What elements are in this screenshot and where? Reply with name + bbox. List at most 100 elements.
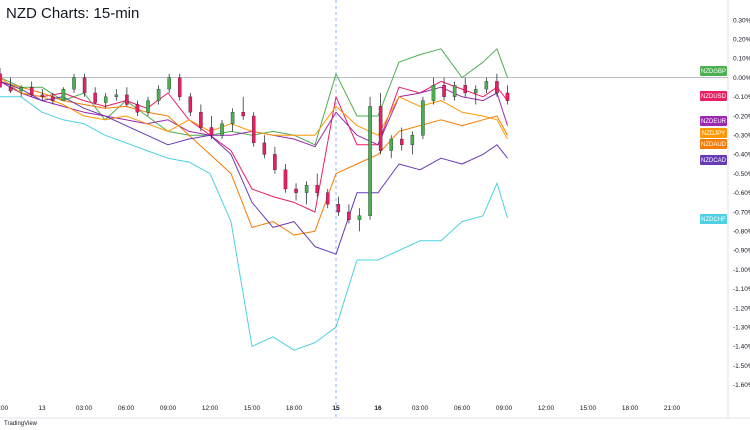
candle-body bbox=[220, 123, 224, 136]
candle-body bbox=[495, 81, 499, 94]
candle-body bbox=[283, 169, 288, 190]
candle-body bbox=[304, 184, 309, 193]
tradingview-watermark: TradingView bbox=[4, 421, 38, 427]
candle-body bbox=[125, 94, 129, 105]
candle-body bbox=[347, 211, 351, 220]
candle-body bbox=[72, 77, 76, 90]
candle-body bbox=[135, 104, 140, 113]
candle-body bbox=[442, 85, 446, 97]
y-tick-label: -0.80% bbox=[733, 229, 750, 236]
series-label-nzdusd: NZDUSD bbox=[700, 91, 727, 101]
candle-body bbox=[484, 81, 489, 90]
y-tick-label: -1.10% bbox=[733, 286, 750, 293]
y-tick-label: -0.70% bbox=[733, 209, 750, 216]
series-label-text: NZDEUR bbox=[701, 119, 727, 125]
x-tick-label: 15:00 bbox=[244, 405, 261, 412]
series-label-text: NZDJPY bbox=[702, 131, 725, 137]
y-tick-label: -1.60% bbox=[733, 382, 750, 389]
series-line-nzdaud bbox=[0, 80, 508, 236]
series-label-nzdeur: NZDEUR bbox=[700, 116, 727, 126]
series-label-bg bbox=[700, 155, 727, 165]
y-tick-label: -0.20% bbox=[733, 113, 750, 120]
series-label-nzdaud: NZDAUD bbox=[700, 139, 727, 149]
series-line-nzdjpy bbox=[0, 77, 508, 140]
candle-body bbox=[251, 115, 256, 144]
y-tick-label: -1.40% bbox=[733, 344, 750, 351]
candle-body bbox=[156, 88, 161, 101]
series-label-bg bbox=[700, 128, 727, 138]
candle-body bbox=[230, 112, 235, 124]
x-tick-label: 21:00 bbox=[664, 405, 681, 412]
y-tick-label: -0.50% bbox=[733, 171, 750, 178]
series-line-nzdusd bbox=[0, 80, 508, 213]
x-tick-label: 06:00 bbox=[118, 405, 135, 412]
series-label-bg bbox=[700, 214, 727, 224]
candle-body bbox=[400, 138, 404, 145]
candle-body bbox=[93, 92, 97, 103]
candle-body bbox=[474, 88, 478, 94]
candle-body bbox=[199, 112, 203, 128]
candle-body bbox=[51, 96, 55, 101]
candle-body bbox=[61, 88, 66, 101]
series-label-bg bbox=[700, 91, 727, 101]
series-label-nzdjpy: NZDJPY bbox=[700, 128, 727, 138]
candle-body bbox=[114, 94, 119, 97]
y-tick-label: -0.60% bbox=[733, 190, 750, 197]
y-tick-label: 0.10% bbox=[733, 56, 750, 63]
x-tick-label: 12:00 bbox=[202, 405, 219, 412]
x-tick-label: 18:00 bbox=[286, 405, 303, 412]
series-label-bg bbox=[700, 116, 727, 126]
candle-body bbox=[326, 192, 330, 205]
series-line-nzdchf bbox=[0, 96, 508, 351]
series-label-bg bbox=[700, 139, 727, 149]
y-tick-label: -1.50% bbox=[733, 363, 750, 370]
y-tick-label: -0.40% bbox=[733, 152, 750, 159]
x-tick-label: 06:00 bbox=[454, 405, 471, 412]
series-label-text: NZDCAD bbox=[701, 158, 727, 164]
candle-body bbox=[389, 138, 393, 151]
candle-body bbox=[368, 106, 372, 216]
y-tick-label: -1.30% bbox=[733, 325, 750, 332]
candle-body bbox=[315, 184, 319, 193]
candle-body bbox=[29, 87, 34, 96]
y-tick-label: 0.30% bbox=[733, 17, 750, 24]
x-tick-label: 00:00 bbox=[0, 405, 9, 412]
candle-body bbox=[177, 77, 182, 97]
candle-body bbox=[188, 96, 193, 113]
candle-body bbox=[0, 73, 2, 88]
candle-body bbox=[378, 106, 383, 151]
x-tick-label: 15:00 bbox=[580, 405, 597, 412]
candle-body bbox=[273, 154, 277, 170]
candle-body bbox=[431, 85, 436, 101]
x-tick-label: 09:00 bbox=[160, 405, 177, 412]
y-tick-label: -0.30% bbox=[733, 133, 750, 140]
candle-body bbox=[357, 215, 362, 220]
candle-body bbox=[209, 127, 214, 136]
y-tick-label: -0.90% bbox=[733, 248, 750, 255]
x-tick-label: 18:00 bbox=[622, 405, 639, 412]
series-label-nzdgbp: NZDGBP bbox=[700, 66, 727, 76]
x-tick-label: 03:00 bbox=[76, 405, 93, 412]
y-tick-label: 0.20% bbox=[733, 37, 750, 44]
x-tick-label: 12:00 bbox=[538, 405, 555, 412]
candle-body bbox=[40, 94, 45, 97]
series-label-nzdchf: NZDCHF bbox=[700, 214, 727, 224]
x-tick-label: 03:00 bbox=[412, 405, 429, 412]
y-tick-label: 0.00% bbox=[733, 75, 750, 82]
candle-body bbox=[167, 77, 171, 90]
candle-body bbox=[146, 100, 150, 113]
candle-body bbox=[103, 96, 108, 103]
candle-body bbox=[452, 85, 457, 97]
x-tick-label: 16 bbox=[374, 405, 382, 412]
candle-body bbox=[294, 188, 298, 193]
candle-body bbox=[463, 85, 467, 94]
series-label-text: NZDUSD bbox=[701, 94, 727, 100]
series-label-text: NZDCHF bbox=[701, 217, 726, 223]
x-tick-label: 15 bbox=[332, 405, 340, 412]
x-tick-label: 13 bbox=[38, 405, 46, 412]
y-tick-label: -1.00% bbox=[733, 267, 750, 274]
series-label-nzdcad: NZDCAD bbox=[700, 155, 727, 165]
series-line-nzdcad bbox=[0, 80, 508, 255]
